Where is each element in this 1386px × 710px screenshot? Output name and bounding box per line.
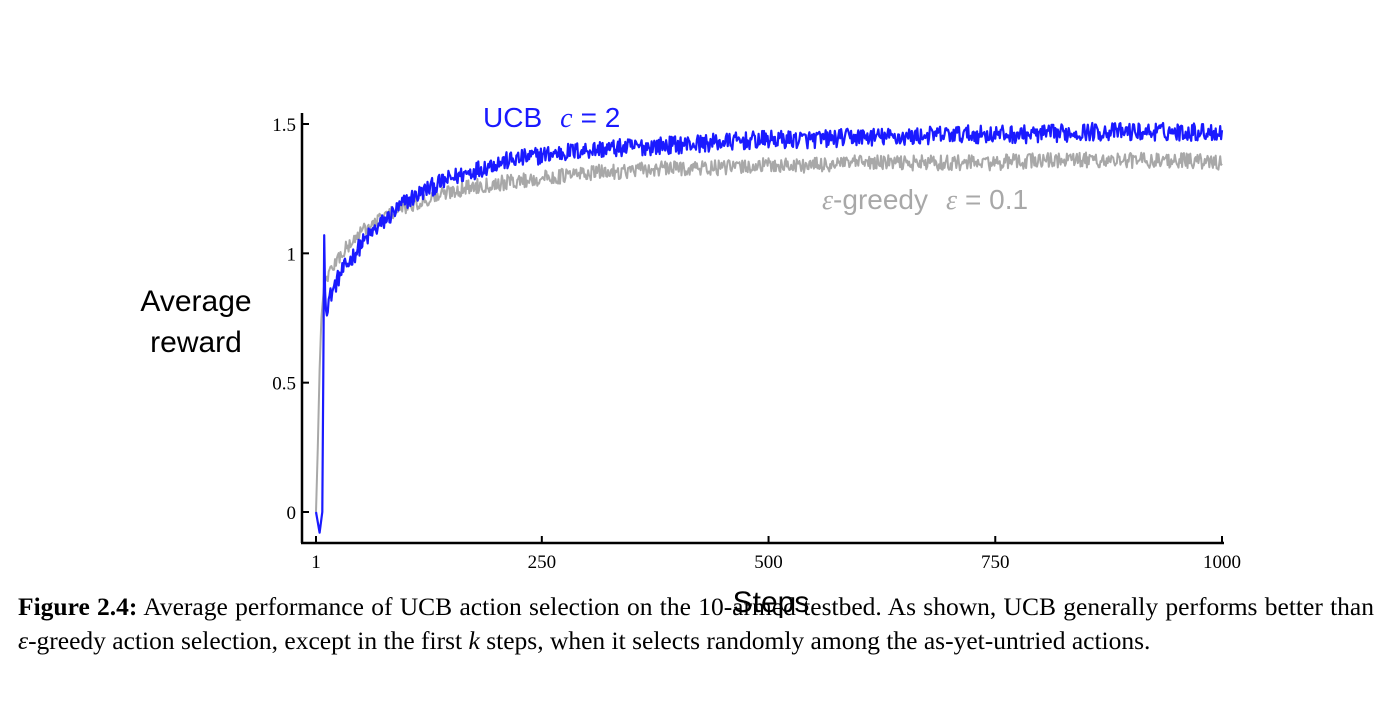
x-axis-title: Steps <box>733 586 810 619</box>
caption-text-2: -greedy action selection, except in the … <box>28 626 469 655</box>
x-tick-label: 750 <box>981 552 1010 573</box>
y-tick-label: 0 <box>287 503 297 524</box>
x-tick-label: 1000 <box>1203 552 1241 573</box>
egreedy-label-text: -greedy <box>833 184 928 215</box>
axes <box>300 113 1224 545</box>
egreedy-label-var: ε <box>822 185 833 216</box>
x-tick-label: 500 <box>754 552 783 573</box>
egreedy-series-label: ε-greedy ε = 0.1 <box>822 184 1028 216</box>
figure-caption: Figure 2.4: Average performance of UCB a… <box>18 590 1374 658</box>
caption-text-3: steps, when it selects randomly among th… <box>479 626 1151 655</box>
egreedy-label-var2: ε <box>946 185 957 216</box>
x-tick-label: 1 <box>311 552 321 573</box>
ucb-label-prefix: UCB <box>483 102 542 133</box>
caption-text-1: Average performance of UCB action select… <box>137 592 1374 621</box>
ucb-label-value: = 2 <box>581 102 621 133</box>
ucb-series-line <box>314 121 1224 534</box>
ucb-label-var: c <box>560 103 573 134</box>
series-layer <box>314 121 1224 534</box>
caption-var-k: k <box>468 626 480 655</box>
x-tick-label: 250 <box>528 552 557 573</box>
y-tick-label: 1 <box>287 244 297 265</box>
y-axis-title-line-2: reward <box>150 326 242 359</box>
ucb-series-label: UCB c = 2 <box>483 102 620 134</box>
caption-label: Figure 2.4: <box>18 592 138 621</box>
y-tick-label: 0.5 <box>272 374 296 395</box>
egreedy-series-line <box>315 151 1223 513</box>
y-tick-label: 1.5 <box>272 115 296 136</box>
caption-var-epsilon: ε <box>18 626 29 655</box>
ticks: 1 250 500 750 1000 0 0.5 1 1.5 <box>272 115 1241 573</box>
y-axis-title-line-1: Average <box>140 285 251 318</box>
egreedy-label-value: = 0.1 <box>965 184 1028 215</box>
